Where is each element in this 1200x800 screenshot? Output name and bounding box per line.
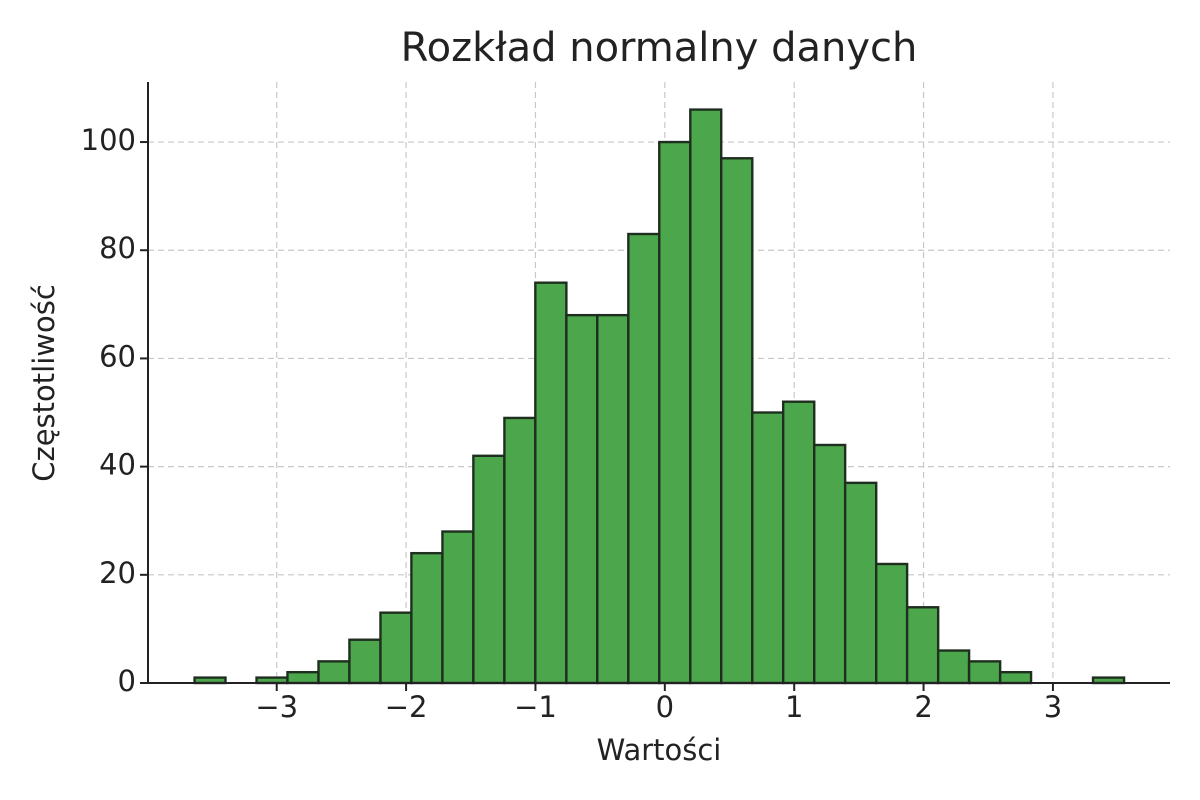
- x-tick-label: −1: [514, 690, 557, 724]
- bar: [875, 562, 909, 685]
- bar: [379, 611, 413, 685]
- bar: [317, 660, 351, 685]
- y-tick-label: 100: [81, 123, 136, 157]
- chart-title: Rozkład normalny danych: [401, 25, 918, 71]
- bar: [658, 140, 692, 685]
- bar: [905, 606, 940, 685]
- x-tick-label: 0: [656, 690, 674, 724]
- x-tick-label: 1: [785, 690, 803, 724]
- bar: [843, 481, 878, 685]
- x-axis-label: Wartości: [597, 733, 722, 767]
- x-tick-label: −2: [385, 690, 428, 724]
- bar: [627, 232, 661, 685]
- bar: [596, 313, 630, 685]
- x-tick-label: 2: [914, 690, 932, 724]
- bar: [565, 313, 599, 685]
- bar: [286, 670, 320, 685]
- bar: [998, 670, 1033, 685]
- y-axis-label: Częstotliwość: [27, 284, 61, 482]
- y-tick-label: 60: [99, 339, 136, 373]
- y-tick-label: 0: [118, 664, 136, 698]
- bar: [751, 411, 785, 685]
- bar: [720, 157, 754, 685]
- bar: [813, 443, 847, 685]
- bar: [936, 649, 971, 685]
- y-tick-label: 20: [99, 556, 136, 590]
- x-tick-label: −3: [255, 690, 298, 724]
- x-tick-label: 3: [1044, 690, 1062, 724]
- bar: [348, 638, 382, 685]
- bar: [410, 551, 444, 685]
- y-tick-label: 80: [99, 231, 136, 265]
- bar: [689, 108, 723, 685]
- bar: [472, 454, 506, 685]
- y-tick-label: 40: [99, 448, 136, 482]
- bar: [534, 281, 568, 685]
- bar: [441, 530, 475, 685]
- bar: [781, 400, 816, 685]
- bar: [503, 416, 537, 685]
- bar: [967, 660, 1002, 685]
